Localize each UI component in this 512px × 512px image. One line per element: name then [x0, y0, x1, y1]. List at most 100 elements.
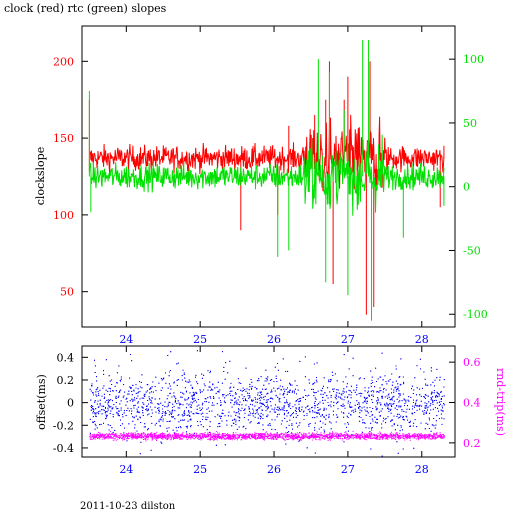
offset-point	[350, 397, 352, 399]
rnd-trip-point	[300, 436, 302, 438]
rnd-trip-point	[421, 437, 423, 439]
offset-point	[392, 396, 394, 398]
rnd-trip-point	[255, 433, 257, 435]
rnd-trip-point	[191, 435, 193, 437]
rnd-trip-point	[143, 433, 145, 435]
rnd-trip-point	[127, 434, 129, 436]
offset-point	[130, 354, 131, 355]
rnd-trip-point	[410, 436, 412, 438]
offset-point	[243, 417, 245, 418]
offset-point	[377, 398, 379, 400]
offset-point	[233, 386, 235, 388]
offset-point	[335, 394, 337, 396]
offset-point	[245, 367, 247, 369]
offset-point	[119, 403, 121, 405]
rnd-trip-point	[139, 436, 141, 438]
rnd-trip-point	[434, 436, 436, 438]
offset-point	[299, 439, 300, 441]
offset-point	[118, 410, 120, 412]
offset-point	[182, 419, 184, 421]
offset-point	[286, 432, 288, 433]
rnd-trip-point	[396, 432, 398, 434]
x-tick-label: 24	[119, 333, 133, 346]
rnd-trip-point	[227, 438, 229, 440]
rnd-trip-point	[362, 432, 364, 434]
offset-point	[391, 398, 392, 400]
offset-point	[402, 393, 404, 395]
offset-point	[95, 389, 97, 391]
rnd-trip-point	[192, 437, 194, 439]
offset-point	[107, 407, 109, 409]
offset-point	[380, 404, 382, 406]
offset-point	[391, 425, 393, 427]
offset-point	[257, 413, 259, 415]
rnd-trip-point	[148, 435, 150, 437]
offset-point	[372, 420, 374, 422]
offset-point	[178, 414, 180, 416]
offset-point	[343, 412, 345, 414]
offset-point	[121, 423, 123, 425]
rnd-trip-point	[168, 432, 170, 434]
offset-point	[363, 406, 365, 408]
offset-point	[260, 412, 262, 414]
offset-point	[433, 400, 435, 402]
offset-point	[196, 412, 198, 414]
rnd-trip-point	[210, 433, 212, 435]
offset-point	[91, 385, 93, 387]
rnd-trip-point	[181, 439, 183, 440]
rnd-trip-point	[354, 434, 356, 436]
offset-point	[265, 406, 267, 408]
offset-point	[375, 367, 377, 369]
offset-point	[128, 410, 130, 412]
offset-point	[346, 415, 348, 417]
rnd-trip-point	[271, 437, 273, 439]
offset-point	[209, 431, 211, 433]
offset-point	[432, 424, 434, 426]
offset-point	[171, 410, 173, 412]
offset-point	[274, 366, 276, 368]
offset-point	[196, 405, 198, 407]
offset-point	[201, 391, 203, 393]
offset-point	[99, 399, 101, 401]
offset-point	[427, 384, 429, 386]
offset-point	[377, 400, 379, 401]
offset-point	[204, 398, 206, 399]
offset-point	[388, 404, 390, 406]
offset-point	[292, 413, 293, 415]
offset-point	[424, 407, 426, 409]
offset-point	[434, 379, 436, 381]
offset-point	[133, 416, 135, 418]
offset-point	[217, 414, 219, 416]
rnd-trip-point	[329, 432, 330, 434]
offset-point	[396, 398, 398, 400]
offset-point	[330, 401, 332, 403]
offset-point	[313, 391, 315, 393]
offset-point	[128, 423, 130, 425]
rnd-trip-point	[175, 433, 177, 435]
rnd-trip-point	[330, 435, 332, 437]
offset-point	[154, 424, 156, 426]
offset-point	[116, 372, 118, 374]
offset-point	[235, 412, 237, 414]
rnd-trip-point	[376, 438, 378, 440]
rnd-trip-point	[151, 432, 153, 434]
rnd-trip-point	[285, 432, 287, 434]
offset-point	[191, 404, 192, 406]
offset-point	[316, 381, 318, 383]
offset-point	[345, 391, 347, 393]
offset-point	[261, 397, 263, 399]
offset-point	[105, 407, 106, 409]
offset-point	[143, 394, 145, 396]
offset-point	[162, 408, 163, 410]
offset-point	[309, 411, 311, 413]
offset-point	[339, 396, 341, 398]
rnd-trip-point	[134, 436, 136, 438]
offset-point	[420, 368, 421, 370]
rnd-trip-point	[97, 434, 99, 435]
rnd-trip-point	[276, 438, 277, 440]
offset-point	[132, 416, 134, 418]
rnd-trip-point	[126, 438, 128, 440]
rnd-trip-point	[188, 436, 190, 438]
offset-point	[439, 403, 441, 405]
